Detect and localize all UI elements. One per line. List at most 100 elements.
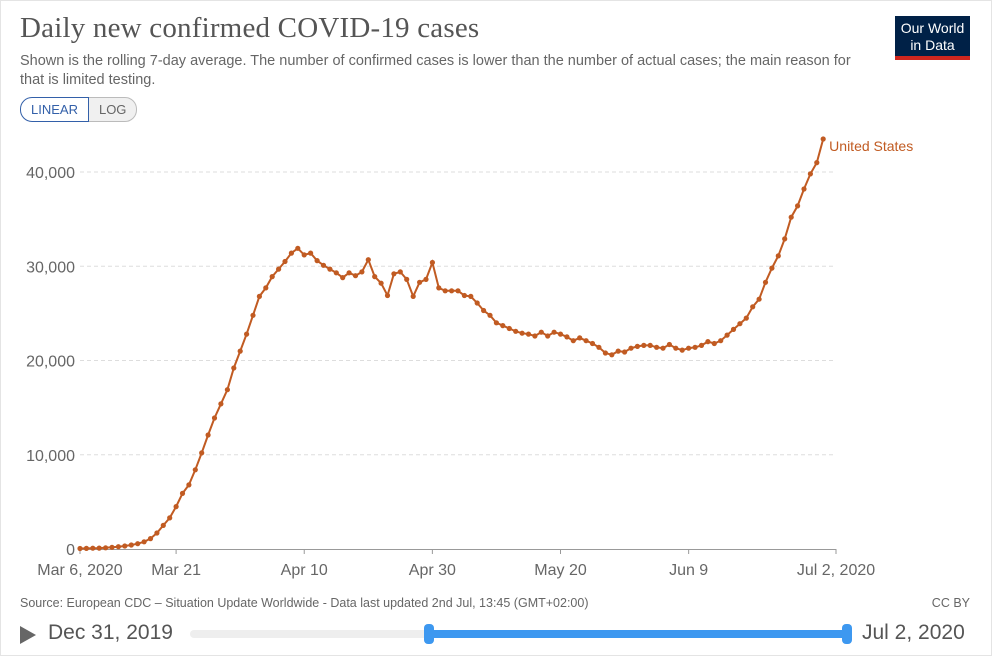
data-point[interactable] [218, 401, 224, 407]
series-united-states[interactable]: United States [77, 136, 913, 552]
data-point[interactable] [455, 288, 461, 294]
data-point[interactable] [154, 530, 160, 536]
data-point[interactable] [83, 545, 89, 552]
data-point[interactable] [96, 545, 102, 551]
data-point[interactable] [250, 312, 256, 318]
data-point[interactable] [641, 342, 647, 348]
data-point[interactable] [346, 270, 352, 276]
data-point[interactable] [628, 345, 634, 351]
data-point[interactable] [807, 171, 814, 177]
data-point[interactable] [77, 545, 83, 552]
data-point[interactable] [147, 536, 154, 542]
data-point[interactable] [199, 450, 205, 456]
data-point[interactable] [410, 293, 416, 299]
data-point[interactable] [589, 340, 596, 347]
owid-logo[interactable]: Our World in Data [895, 16, 970, 60]
data-point[interactable] [724, 332, 730, 338]
data-point[interactable] [506, 325, 512, 332]
data-point[interactable] [378, 280, 384, 286]
data-point[interactable] [256, 293, 262, 299]
data-point[interactable] [602, 350, 609, 356]
data-point[interactable] [647, 342, 653, 348]
data-point[interactable] [115, 544, 121, 550]
data-point[interactable] [384, 292, 391, 299]
data-point[interactable] [449, 288, 455, 294]
data-point[interactable] [160, 522, 166, 529]
data-point[interactable] [756, 296, 762, 302]
timeline-end-handle[interactable] [842, 624, 852, 644]
data-point[interactable] [404, 276, 410, 282]
data-point[interactable] [487, 312, 493, 318]
data-point[interactable] [743, 315, 749, 321]
data-point[interactable] [442, 288, 448, 294]
data-point[interactable] [737, 321, 743, 327]
data-point[interactable] [583, 338, 589, 344]
data-point[interactable] [461, 292, 467, 299]
data-point[interactable] [397, 269, 403, 275]
data-point[interactable] [135, 541, 141, 547]
data-point[interactable] [730, 326, 737, 332]
data-point[interactable] [577, 335, 583, 341]
data-point[interactable] [634, 343, 641, 349]
data-point[interactable] [474, 300, 480, 306]
data-point[interactable] [686, 345, 692, 351]
data-point[interactable] [141, 539, 147, 545]
data-point[interactable] [762, 279, 769, 285]
play-icon[interactable] [20, 626, 36, 644]
data-point[interactable] [493, 320, 499, 326]
data-point[interactable] [436, 285, 442, 291]
data-point[interactable] [532, 333, 538, 339]
data-point[interactable] [320, 262, 327, 268]
data-point[interactable] [795, 203, 801, 209]
data-point[interactable] [211, 415, 218, 421]
data-point[interactable] [679, 347, 685, 353]
data-point[interactable] [103, 545, 109, 551]
data-point[interactable] [224, 387, 230, 393]
data-point[interactable] [340, 275, 346, 281]
data-point[interactable] [551, 329, 557, 335]
data-point[interactable] [237, 348, 243, 354]
data-point[interactable] [596, 344, 602, 350]
data-point[interactable] [109, 544, 115, 550]
data-point[interactable] [673, 345, 679, 351]
data-point[interactable] [423, 276, 429, 282]
data-point[interactable] [660, 345, 666, 351]
source-note[interactable]: Source: European CDC – Situation Update … [20, 596, 589, 610]
data-point[interactable] [481, 307, 487, 314]
data-point[interactable] [314, 258, 320, 264]
data-point[interactable] [718, 338, 724, 344]
data-point[interactable] [468, 293, 474, 299]
data-point[interactable] [775, 253, 781, 259]
data-point[interactable] [90, 545, 96, 551]
data-point[interactable] [192, 467, 198, 473]
data-point[interactable] [564, 334, 570, 340]
data-point[interactable] [295, 245, 301, 251]
data-point[interactable] [705, 339, 711, 345]
data-point[interactable] [609, 352, 615, 358]
license-link[interactable]: CC BY [931, 596, 970, 610]
timeline-selected-range[interactable] [428, 630, 848, 638]
data-point[interactable] [167, 515, 173, 521]
data-point[interactable] [666, 341, 673, 348]
data-point[interactable] [557, 331, 564, 337]
data-point[interactable] [820, 136, 826, 142]
timeline-start-handle[interactable] [424, 624, 434, 644]
data-point[interactable] [788, 214, 794, 220]
data-point[interactable] [276, 266, 282, 272]
data-point[interactable] [750, 304, 756, 310]
data-point[interactable] [545, 333, 551, 339]
data-point[interactable] [244, 331, 250, 337]
data-point[interactable] [622, 349, 628, 355]
data-point[interactable] [570, 338, 576, 344]
data-point[interactable] [128, 542, 134, 548]
data-point[interactable] [186, 482, 192, 488]
data-point[interactable] [513, 328, 519, 334]
data-point[interactable] [782, 236, 788, 242]
data-point[interactable] [519, 330, 525, 336]
data-point[interactable] [500, 323, 506, 329]
data-point[interactable] [814, 160, 820, 166]
linear-scale-button[interactable]: LINEAR [20, 97, 89, 122]
data-point[interactable] [711, 340, 717, 347]
data-point[interactable] [429, 259, 435, 266]
data-point[interactable] [615, 348, 621, 354]
